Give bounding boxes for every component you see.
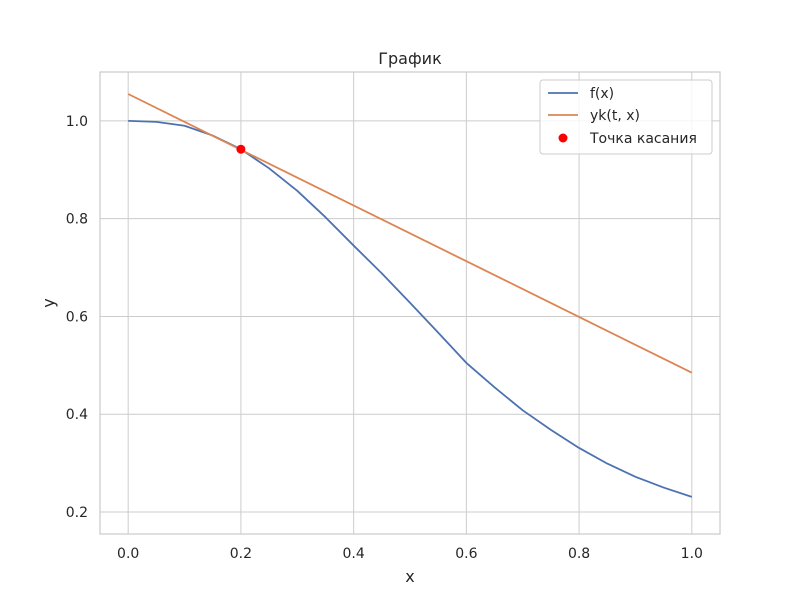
y-tick-label: 0.2 <box>66 505 88 521</box>
x-tick-label: 0.0 <box>117 546 139 562</box>
legend-swatch-point <box>558 133 568 143</box>
y-tick-label: 1.0 <box>66 114 88 130</box>
tangent-point <box>236 144 246 154</box>
series-line-f <box>128 119 693 498</box>
legend-label-yk: yk(t, x) <box>590 108 640 124</box>
legend-label-f: f(x) <box>590 86 614 102</box>
y-tick-label: 0.6 <box>66 309 88 325</box>
ticks-layer: 0.0 0.2 0.4 0.6 0.8 1.0 0.2 0.4 0.6 0.8 1.0 <box>66 114 703 562</box>
x-tick-label: 0.8 <box>568 546 590 562</box>
y-tick-label: 0.4 <box>66 407 88 423</box>
x-tick-label: 0.4 <box>343 546 365 562</box>
legend-box <box>539 79 713 155</box>
x-axis-label: x <box>405 567 414 586</box>
x-tick-label: 0.6 <box>455 546 477 562</box>
x-tick-label: 0.2 <box>230 546 252 562</box>
x-tick-label: 1.0 <box>681 546 703 562</box>
y-tick-label: 0.8 <box>66 212 88 228</box>
plot-frame <box>99 71 721 535</box>
series-layer <box>127 93 693 498</box>
chart-title: График <box>378 49 442 68</box>
y-axis-label: y <box>39 298 58 307</box>
legend-label-point: Точка касания <box>589 131 697 147</box>
series-line-yk <box>127 93 693 374</box>
legend: f(x) yk(t, x) Точка касания <box>539 79 713 155</box>
